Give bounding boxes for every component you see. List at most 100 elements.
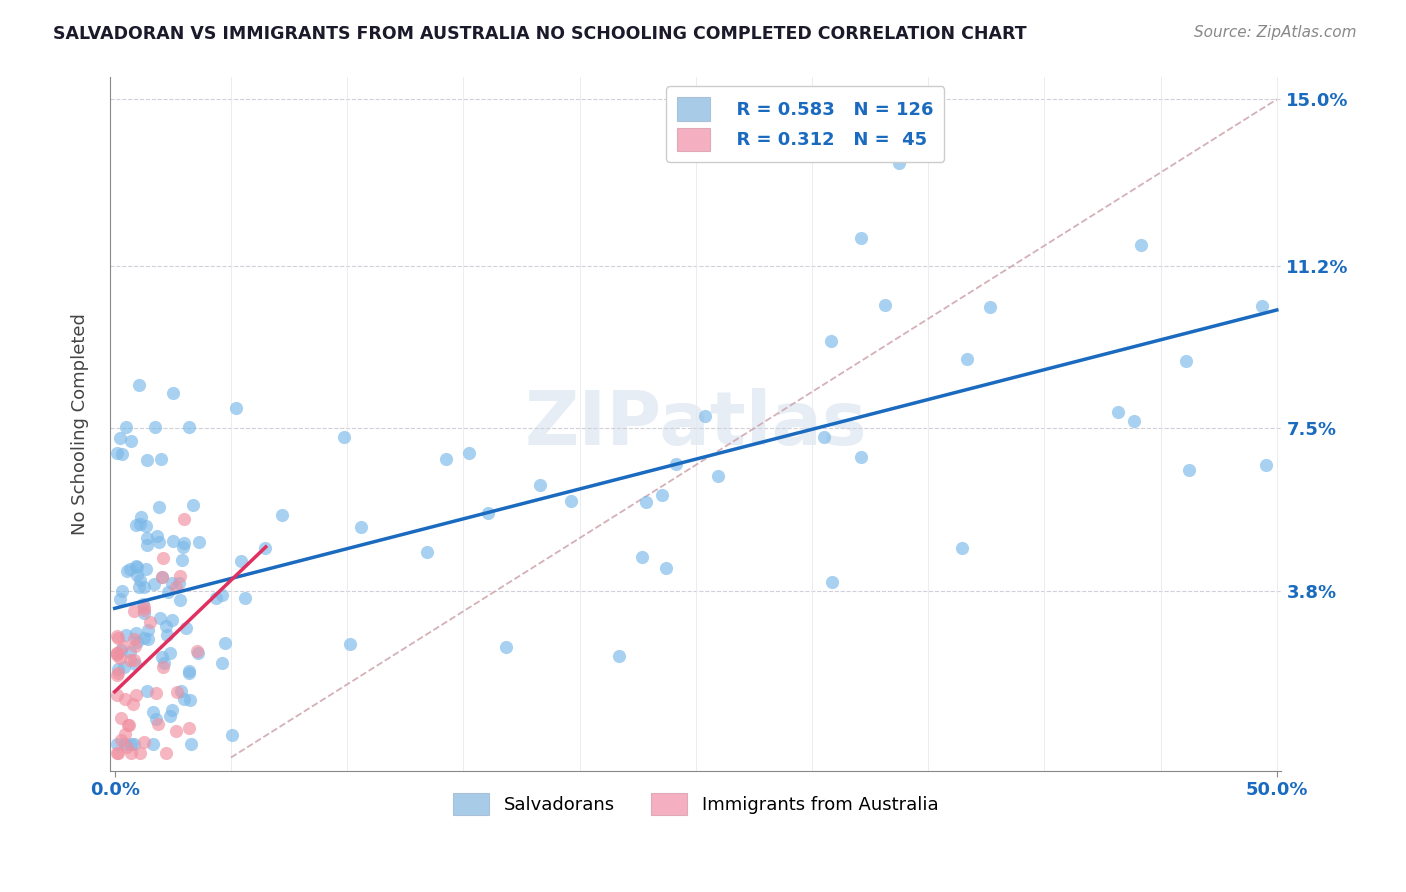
Point	[129, 573, 152, 587]
Point	[186, 643, 208, 657]
Point	[630, 550, 652, 565]
Point	[229, 553, 252, 567]
Point	[105, 628, 128, 642]
Point	[457, 446, 479, 460]
Point	[136, 684, 159, 698]
Point	[155, 746, 177, 760]
Point	[105, 737, 128, 751]
Point	[105, 646, 128, 660]
Point	[121, 697, 143, 711]
Point	[125, 635, 148, 649]
Point	[148, 716, 170, 731]
Point	[177, 664, 200, 678]
Point	[181, 499, 204, 513]
Point	[159, 709, 181, 723]
Point	[107, 746, 129, 760]
Point	[1107, 405, 1129, 419]
Point	[173, 512, 195, 526]
Point	[135, 537, 157, 551]
Point	[693, 409, 716, 423]
Point	[132, 735, 155, 749]
Y-axis label: No Schooling Completed: No Schooling Completed	[72, 313, 89, 535]
Point	[145, 686, 167, 700]
Point	[134, 581, 156, 595]
Point	[128, 580, 150, 594]
Point	[108, 650, 131, 665]
Point	[173, 692, 195, 706]
Point	[166, 685, 188, 699]
Point	[529, 478, 551, 492]
Point	[849, 450, 872, 464]
Point	[1250, 299, 1272, 313]
Point	[135, 519, 157, 533]
Point	[148, 500, 170, 514]
Point	[114, 737, 136, 751]
Point	[129, 510, 152, 524]
Point	[1178, 463, 1201, 477]
Point	[136, 632, 159, 647]
Point	[851, 231, 873, 245]
Point	[1130, 238, 1153, 252]
Point	[162, 386, 184, 401]
Point	[169, 568, 191, 582]
Point	[956, 351, 979, 366]
Point	[170, 553, 193, 567]
Point	[143, 419, 166, 434]
Point	[129, 516, 152, 531]
Point	[165, 723, 187, 738]
Point	[111, 447, 134, 461]
Point	[813, 430, 835, 444]
Point	[120, 434, 142, 448]
Point	[115, 628, 138, 642]
Point	[187, 535, 209, 549]
Point	[495, 640, 517, 654]
Point	[124, 737, 146, 751]
Point	[143, 576, 166, 591]
Point	[127, 559, 149, 574]
Point	[136, 624, 159, 638]
Point	[118, 561, 141, 575]
Point	[162, 533, 184, 548]
Point	[636, 495, 658, 509]
Point	[434, 452, 457, 467]
Point	[134, 606, 156, 620]
Point	[707, 469, 730, 483]
Point	[179, 666, 201, 681]
Point	[132, 603, 155, 617]
Text: SALVADORAN VS IMMIGRANTS FROM AUSTRALIA NO SCHOOLING COMPLETED CORRELATION CHART: SALVADORAN VS IMMIGRANTS FROM AUSTRALIA …	[53, 25, 1026, 43]
Point	[112, 659, 135, 673]
Point	[655, 561, 678, 575]
Point	[160, 703, 183, 717]
Point	[124, 657, 146, 671]
Point	[142, 737, 165, 751]
Point	[149, 611, 172, 625]
Point	[118, 718, 141, 732]
Point	[150, 569, 173, 583]
Point	[177, 721, 200, 735]
Point	[136, 452, 159, 467]
Point	[173, 536, 195, 550]
Point	[873, 297, 896, 311]
Point	[152, 570, 174, 584]
Point	[124, 639, 146, 653]
Point	[174, 621, 197, 635]
Point	[211, 588, 233, 602]
Point	[105, 689, 128, 703]
Point	[170, 684, 193, 698]
Point	[105, 746, 128, 760]
Point	[124, 604, 146, 618]
Point	[117, 739, 139, 754]
Point	[665, 457, 688, 471]
Point	[118, 653, 141, 667]
Point	[132, 597, 155, 611]
Point	[114, 727, 136, 741]
Point	[107, 632, 129, 646]
Point	[105, 668, 128, 682]
Point	[115, 420, 138, 434]
Point	[111, 583, 134, 598]
Point	[477, 506, 499, 520]
Point	[214, 635, 236, 649]
Point	[105, 648, 128, 662]
Point	[339, 637, 361, 651]
Point	[155, 618, 177, 632]
